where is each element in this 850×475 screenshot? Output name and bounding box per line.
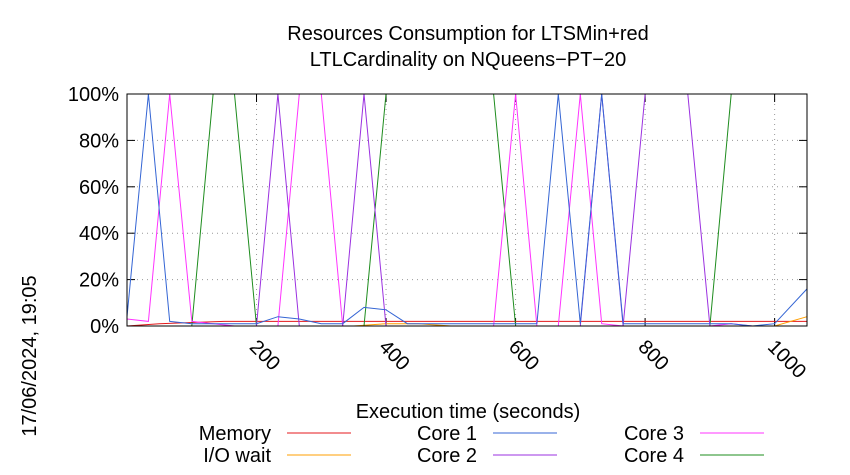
x-tick-label: 800: [634, 336, 673, 375]
y-tick-label: 60%: [79, 177, 119, 199]
legend-label-i-o-wait: I/O wait: [203, 445, 271, 467]
series-line-core-4: [127, 93, 794, 327]
legend-label-core-4: Core 4: [624, 445, 684, 467]
y-tick-label: 40%: [79, 223, 119, 245]
chart-subtitle: LTLCardinality on NQueens−PT−20: [310, 49, 626, 71]
x-axis: 200 400 600 800 1000: [245, 94, 810, 383]
y-tick-label: 100%: [68, 84, 119, 106]
timestamp-label: 17/06/2024, 19:05: [19, 275, 41, 436]
y-tick-label: 80%: [79, 130, 119, 152]
legend-label-core-1: Core 1: [417, 423, 477, 445]
x-tick-label: 400: [375, 336, 414, 375]
x-tick-label: 600: [504, 336, 543, 375]
series-lines: [126, 93, 808, 327]
legend-label-core-2: Core 2: [417, 445, 477, 467]
x-tick-label: 1000: [763, 336, 810, 383]
legend-label-memory: Memory: [199, 423, 271, 445]
x-tick-label: 200: [245, 336, 284, 375]
y-axis: 0% 20% 40% 60% 80% 100%: [68, 84, 807, 338]
legend-label-core-3: Core 3: [624, 423, 684, 445]
x-axis-label: Execution time (seconds): [356, 401, 581, 423]
chart-title: Resources Consumption for LTSMin+red: [287, 23, 648, 45]
y-tick-label: 0%: [90, 316, 119, 338]
series-line-core-1: [126, 93, 808, 327]
series-line-core-3: [126, 93, 807, 327]
y-tick-label: 20%: [79, 270, 119, 292]
series-line-core-2: [127, 93, 807, 327]
grid-lines: [127, 94, 807, 326]
plot-frame: [126, 93, 808, 327]
